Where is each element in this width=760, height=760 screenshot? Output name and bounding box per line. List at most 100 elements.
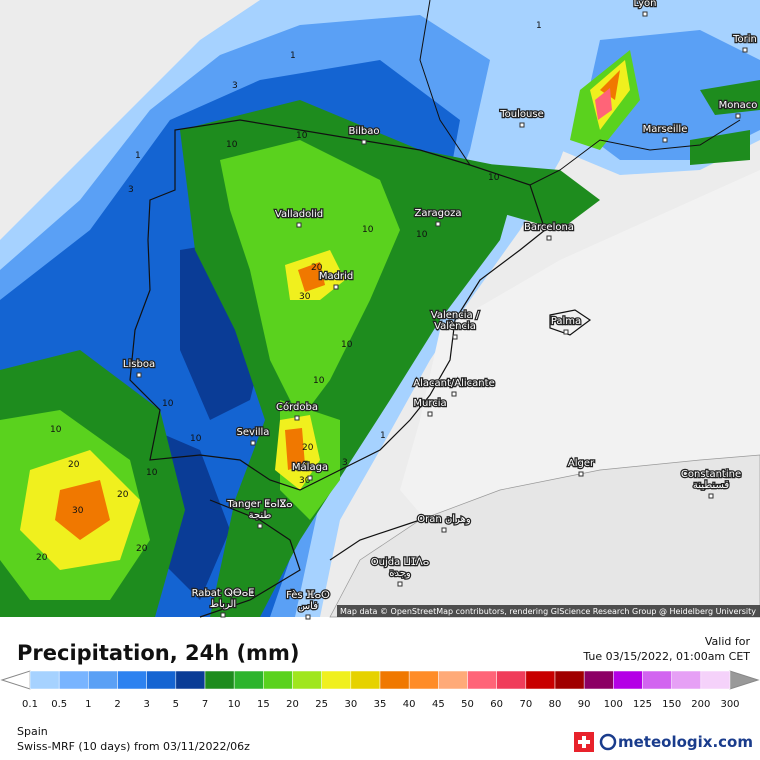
city-label: Lyon: [633, 0, 656, 9]
city-label: فاس: [298, 601, 318, 612]
contour-label: 30: [299, 292, 311, 302]
contour-label: 3: [342, 458, 348, 468]
legend-swatch: [146, 670, 177, 690]
city-label: Madrid: [319, 271, 353, 282]
city-label: Barcelona: [524, 222, 574, 233]
city-label: Murcia: [413, 398, 446, 409]
contour-label: 10: [362, 225, 374, 235]
legend-label: 0.5: [51, 699, 67, 710]
city-marker: [296, 222, 302, 228]
city-marker: [441, 527, 447, 533]
legend-swatch: [117, 670, 147, 690]
brand[interactable]: meteologix.com: [618, 733, 753, 751]
legend-label: 125: [633, 699, 652, 710]
city-marker: [250, 440, 256, 446]
contour-label: 3: [232, 81, 238, 91]
city-marker: [294, 415, 300, 421]
attribution: Map data © OpenStreetMap contributors, r…: [340, 607, 756, 616]
contour-label: 10: [488, 173, 500, 183]
contour-label: 3: [128, 185, 134, 195]
contour-label: 30: [72, 506, 84, 516]
legend-swatch: [350, 670, 381, 690]
city-label: València: [434, 320, 476, 332]
contour-label: 20: [36, 553, 48, 563]
contour-label: 20: [302, 443, 314, 453]
legend-swatch: [408, 670, 439, 690]
legend-label: 5: [173, 699, 179, 710]
legend-label: 1: [85, 699, 91, 710]
legend-swatch: [263, 670, 293, 690]
legend-swatch: [642, 670, 672, 690]
legend-swatch: [525, 670, 556, 690]
city-marker: [735, 113, 741, 119]
contour-label: 10: [226, 140, 238, 150]
city-marker: [305, 614, 311, 620]
legend-label: 0.1: [22, 699, 38, 710]
legend-swatch: [175, 670, 206, 690]
contour-label: 1: [380, 431, 386, 441]
legend-label: 300: [720, 699, 739, 710]
city-label: Alger: [568, 458, 595, 469]
legend-label: 15: [257, 699, 270, 710]
city-label: وجدة: [389, 568, 411, 579]
city-marker: [662, 137, 668, 143]
city-marker: [563, 329, 569, 335]
city-marker: [435, 221, 441, 227]
legend-label: 90: [578, 699, 591, 710]
city-label: Córdoba: [276, 401, 318, 413]
city-label: Valencia /: [431, 310, 480, 321]
legend-label: 25: [315, 699, 328, 710]
legend-swatch: [700, 670, 731, 690]
legend-label: 50: [461, 699, 474, 710]
city-label: طنجة: [249, 510, 272, 521]
legend-label: 3: [143, 699, 149, 710]
legend-label: 45: [432, 699, 445, 710]
valid-time: Tue 03/15/2022, 01:00am CET: [582, 650, 750, 663]
legend-swatch: [467, 670, 497, 690]
contour-label: 30: [299, 476, 311, 486]
city-marker: [642, 11, 648, 17]
legend-label: 200: [691, 699, 710, 710]
city-marker: [519, 122, 525, 128]
city-label: الرباط: [210, 599, 236, 610]
city-label: Oujda ⵡⵊⴷⴰ: [371, 557, 430, 568]
city-marker: [220, 612, 226, 618]
map: Map data © OpenStreetMap contributors, r…: [0, 0, 760, 618]
contour-label: 10: [416, 230, 428, 240]
city-label: Torin: [732, 34, 757, 45]
contour-label: 20: [311, 263, 323, 273]
city-marker: [397, 581, 403, 587]
legend-swatch: [292, 670, 322, 690]
region: Spain: [17, 725, 48, 738]
city-label: Tanger ⵟⴰⵏⴵⴰ: [226, 499, 292, 510]
city-label: Alacant/Alicante: [413, 378, 494, 389]
city-label: Oran وهران: [417, 514, 471, 525]
legend-label: 80: [549, 699, 562, 710]
legend-swatch: [233, 670, 264, 690]
city-marker: [136, 372, 142, 378]
city-label: Málaga: [292, 461, 328, 473]
city-label: Valladolid: [275, 209, 323, 220]
contour-label: 1: [290, 51, 296, 61]
legend-swatch: [554, 670, 585, 690]
city-label: Monaco: [719, 100, 758, 111]
city-marker: [427, 411, 433, 417]
contour-label: 10: [313, 376, 325, 386]
city-marker: [361, 139, 367, 145]
valid-label: Valid for: [705, 635, 751, 648]
legend-swatch: [58, 670, 89, 690]
legend-label: 150: [662, 699, 681, 710]
city-label: Constantine: [681, 469, 741, 480]
city-label: Lisboa: [123, 359, 155, 370]
legend-label: 100: [604, 699, 623, 710]
legend-swatch: [29, 670, 60, 690]
legend-swatch: [321, 670, 352, 690]
contour-label: 1: [135, 151, 141, 161]
contour-label: 10: [146, 468, 158, 478]
city-label: قسنطينة: [693, 480, 730, 491]
legend-label: 30: [344, 699, 357, 710]
legend-swatch: [379, 670, 410, 690]
city-label: Bilbao: [348, 126, 379, 137]
legend-swatch: [204, 670, 235, 690]
